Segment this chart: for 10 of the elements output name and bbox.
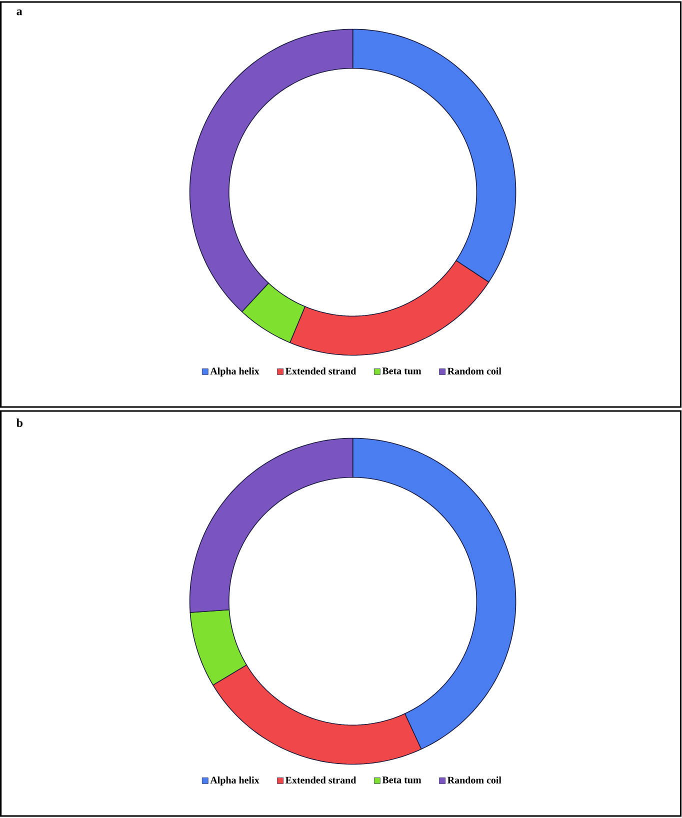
text: a <box>16 10 22 16</box>
legend-label: Random coil <box>448 776 502 784</box>
legend-label: Extended strand <box>286 367 356 374</box>
legend-label: Random coil <box>448 367 502 374</box>
legend-label: Alpha helix <box>210 776 260 786</box>
legend-label: Beta tum <box>382 776 422 784</box>
text: b <box>16 418 23 427</box>
legend-label: Beta tum <box>382 368 422 374</box>
legend-label: Alpha helix <box>210 367 260 377</box>
legend-label: Extended strand <box>286 776 356 784</box>
